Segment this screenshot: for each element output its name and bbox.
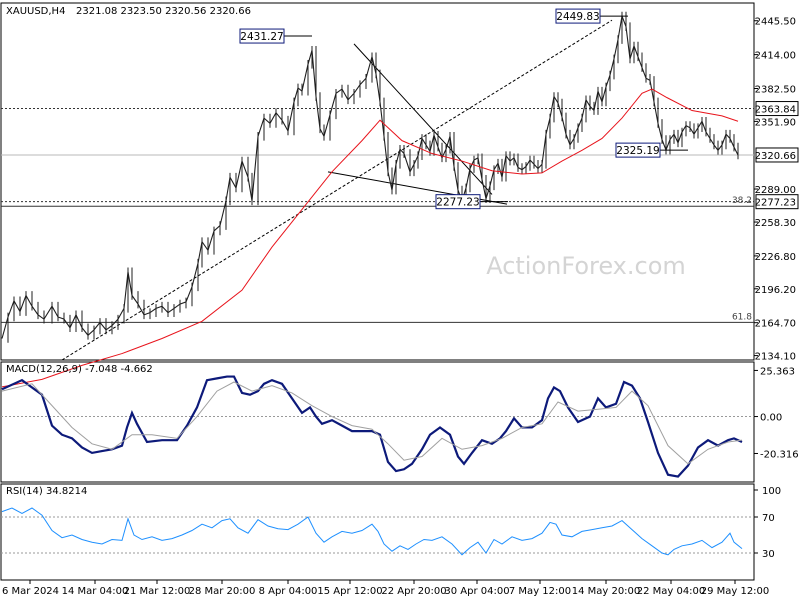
x-tick-label: 6 Mar 2024 [2, 586, 59, 597]
price-y-tick-label: 2258.30 [755, 218, 796, 229]
rsi-panel: 100 70 30 [1, 486, 781, 560]
price-y-tick-label: 2382.50 [755, 84, 796, 95]
x-tick-label: 29 May 12:00 [701, 586, 770, 597]
rsi-line [1, 507, 743, 556]
macd-panel: 25.363 0.00 -20.316 [1, 366, 799, 478]
panel-frame-3 [0, 483, 755, 581]
panel-frame-1 [0, 2, 755, 361]
price-y-tick-label: 2445.50 [755, 17, 796, 28]
price-y-tick-label: 2164.70 [755, 319, 796, 330]
annotation-box-1 [239, 28, 285, 44]
x-tick-label: 22 Apr 20:00 [381, 586, 446, 597]
price-y-tick-label: 2351.90 [755, 117, 796, 128]
axis-marker-label-2: 2277.23 [755, 198, 796, 209]
macd-line [1, 375, 743, 478]
rsi-title: RSI(14) 34.8214 [6, 486, 87, 497]
axis-marker-label-1: 2363.84 [755, 105, 796, 116]
annotation-box-4 [435, 194, 481, 210]
panel-frame-2 [0, 361, 755, 483]
panel-frames [0, 2, 755, 581]
price-y-tick-label: 2289.00 [755, 185, 796, 196]
axis-marker-box-5 [755, 147, 799, 163]
x-tick-label: 22 May 04:00 [637, 586, 706, 597]
fib-label-3: 38.2 [732, 196, 752, 206]
fib-label-4: 61.8 [732, 312, 752, 322]
x-tick-label: 15 Apr 12:00 [317, 586, 382, 597]
price-y-tick-label: 2414.00 [755, 51, 796, 62]
price-line [1, 13, 739, 339]
x-tick-label: 21 Mar 12:00 [124, 586, 191, 597]
annotation-label-2: 2449.83 [556, 11, 599, 23]
axis-marker-label-5: 2320.66 [755, 151, 796, 162]
macd-y-tick-label: 0.00 [760, 413, 782, 424]
axis-marker-box-1 [755, 101, 799, 117]
trendline-1 [61, 19, 613, 361]
macd-y-tick-label: -20.316 [760, 449, 799, 460]
rsi-y-tick-label: 70 [762, 513, 775, 524]
trendline-2 [353, 43, 493, 195]
rsi-y-tick-label: 30 [762, 549, 775, 560]
sma-line [1, 88, 739, 388]
annotation-box-3 [615, 142, 661, 158]
annotation-label-3: 2325.19 [616, 145, 659, 157]
x-tick-label: 14 May 20:00 [572, 586, 641, 597]
x-tick-label: 7 May 12:00 [509, 586, 571, 597]
macd-title: MACD(12,26,9) -7.048 -4.662 [6, 364, 153, 375]
axis-marker-box-2 [755, 194, 799, 210]
x-tick-label: 30 Apr 04:00 [444, 586, 509, 597]
annotation-label-1: 2431.27 [240, 31, 283, 43]
price-panel: ActionForex.com 2431.27 2449.83 2325.19 2277… [1, 8, 799, 388]
annotation-label-4: 2277.23 [436, 197, 479, 209]
signal-line [1, 381, 743, 465]
price-y-tick-label: 2226.80 [755, 252, 796, 263]
macd-y-tick-label: 25.363 [760, 366, 795, 377]
annotation-box-2 [555, 8, 601, 24]
rsi-y-tick-label: 100 [762, 486, 781, 497]
chart-header-ohlc: 2321.08 2323.50 2320.56 2320.66 [76, 6, 251, 17]
watermark: ActionForex.com [486, 252, 686, 280]
x-tick-label: 14 Mar 04:00 [62, 586, 129, 597]
price-y-tick-label: 2134.10 [755, 352, 796, 363]
chart-header-symbol: XAUUSD,H4 [6, 6, 65, 17]
x-tick-label: 8 Apr 04:00 [259, 586, 318, 597]
price-y-tick-label: 2196.20 [755, 285, 796, 296]
x-tick-label: 28 Mar 20:00 [189, 586, 256, 597]
